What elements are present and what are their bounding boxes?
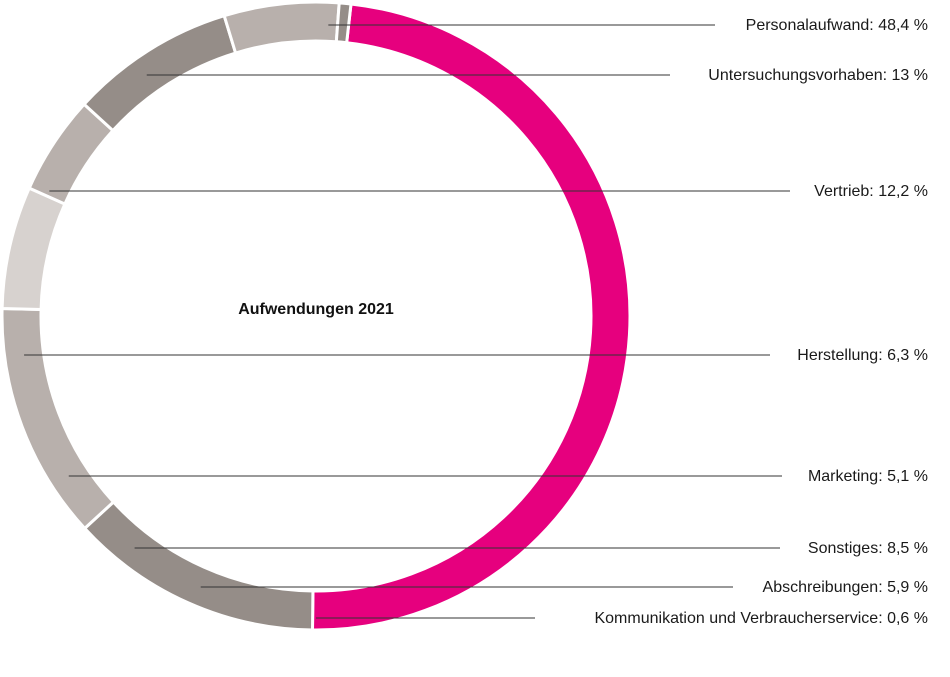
slice-label: Sonstiges: 8,5 % (808, 540, 928, 557)
leader-lines (24, 24, 790, 619)
chart-title: Aufwendungen 2021 (238, 301, 394, 318)
donut-slice (0, 186, 67, 312)
slice-label: Herstellung: 6,3 % (797, 347, 928, 364)
slice-label: Marketing: 5,1 % (808, 468, 928, 485)
slice-label: Vertrieb: 12,2 % (814, 183, 928, 200)
donut-slices (0, 0, 632, 632)
slice-label: Kommunikation und Verbraucherservice: 0,… (594, 610, 928, 627)
slice-label: Personalaufwand: 48,4 % (746, 17, 928, 34)
donut-slice (82, 13, 238, 133)
donut-slice (334, 1, 353, 45)
donut-slice (0, 307, 116, 531)
slice-label: Untersuchungsvorhaben: 13 % (708, 67, 928, 84)
slice-labels: Personalaufwand: 48,4 % Untersuchungsvorh… (594, 17, 928, 627)
donut-slice (82, 499, 315, 632)
donut-slice (222, 0, 341, 55)
slice-label: Abschreibungen: 5,9 % (763, 579, 928, 596)
